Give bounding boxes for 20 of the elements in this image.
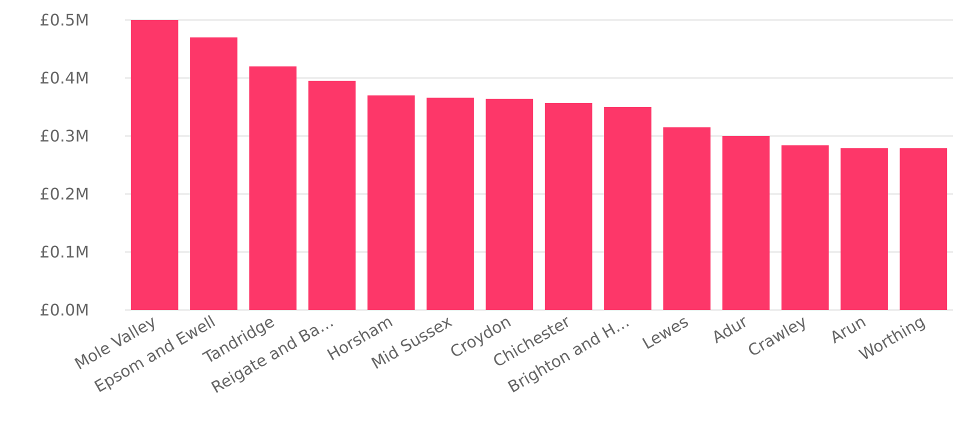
bar bbox=[130, 20, 178, 310]
y-tick-label: £0.2M bbox=[40, 184, 89, 204]
bar bbox=[486, 98, 534, 310]
bar bbox=[544, 102, 592, 310]
y-tick-label: £0.1M bbox=[40, 242, 89, 262]
bar bbox=[249, 66, 297, 310]
bar bbox=[781, 145, 829, 310]
y-tick-label: £0.4M bbox=[40, 68, 89, 88]
bar bbox=[663, 127, 711, 310]
bar bbox=[900, 148, 948, 310]
bar bbox=[840, 148, 888, 310]
y-tick-label: £0.0M bbox=[40, 300, 89, 320]
y-tick-label: £0.3M bbox=[40, 126, 89, 146]
bar bbox=[722, 136, 770, 310]
y-tick-label: £0.5M bbox=[40, 10, 89, 30]
bar bbox=[426, 98, 474, 310]
bar bbox=[308, 80, 356, 310]
bar bbox=[190, 37, 238, 310]
bar bbox=[367, 95, 415, 310]
bar bbox=[604, 107, 652, 310]
